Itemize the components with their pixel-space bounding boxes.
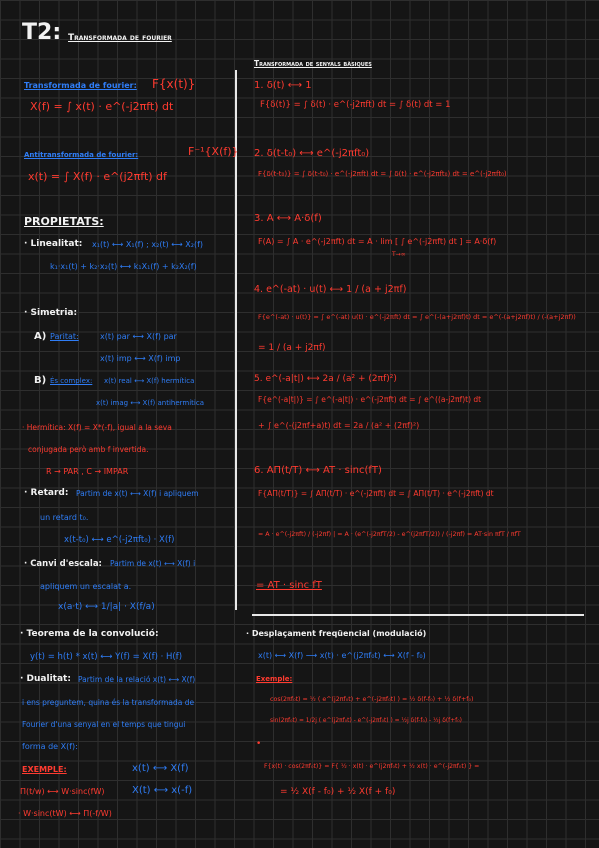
duality-label: · Dualitat: — [20, 674, 71, 684]
item5-head: 5. e^(-a|t|) ⟷ 2a / (a² + (2πf)²) — [254, 374, 397, 384]
complex-title: És complex: — [50, 377, 93, 385]
ift-symbol: F⁻¹{X(f)} — [188, 145, 239, 158]
modulation-line1: F{x(t) · cos(2πf₀t)} = F{ ½ · x(t) · e^(… — [264, 763, 480, 770]
item1-formula: F{δ(t)} = ∫ δ(t) · e^(-j2πft) dt = ∫ δ(t… — [260, 100, 451, 110]
right-title: Transformada de senyals bàsiques — [254, 59, 372, 68]
item6-formula2: = A · e^(-j2πft) / (-j2πf) | = A · (e^(-… — [258, 531, 521, 538]
ft-symbol: F{x(t)} — [152, 77, 196, 91]
item3-formula: F(A) = ∫ A · e^(-j2πft) dt = A · lim [ ∫… — [258, 237, 497, 246]
modulation-title: · Desplaçament freqüencial (modulació) — [246, 629, 427, 638]
sin-line: sin(2πf₀t) = 1/2j ( e^(j2πf₀t) - e^(-j2π… — [270, 718, 462, 724]
duality-line4: forma de X(f): — [22, 742, 78, 751]
title-sub: Transformada de fourier — [68, 33, 172, 43]
hermitic-line2: conjugada però amb f invertida. — [28, 445, 149, 454]
linearity-line1: x₁(t) ⟷ X₁(f) ; x₂(t) ⟷ X₂(f) — [92, 240, 204, 249]
delay-label: · Retard: — [24, 488, 69, 498]
scale-line1: Partim de x(t) ⟷ X(f) i — [110, 559, 196, 568]
item4-formula: F{e^(-at) · u(t)} = ∫ e^(-at) u(t) · e^(… — [258, 313, 576, 321]
item5-formula2: + ∫ e^(-(j2πf+a)t) dt = 2a / (a² + (2πf)… — [258, 421, 420, 430]
parity-title: Paritat: — [50, 332, 79, 341]
complex-line1: x(t) real ⟷ X(f) hermítica — [104, 377, 195, 385]
duality-example-line3: · W·sinc(tW) ⟷ Π(-f/W) — [18, 809, 112, 818]
duality-example-line1: x(t) ⟷ X(f) — [132, 763, 189, 774]
horizontal-divider — [252, 614, 584, 616]
scale-line2: apliquem un escalat a. — [40, 582, 132, 591]
bullet: • — [256, 739, 262, 749]
duality-example-line2a: Π(t/w) ⟷ W·sinc(fW) — [20, 787, 105, 796]
duality-example-label: EXEMPLE: — [22, 765, 67, 774]
scale-line3: x(a·t) ⟷ 1/|a| · X(f/a) — [58, 602, 155, 612]
symmetry-a-label: A) — [34, 331, 47, 342]
item3-limit: T→∞ — [392, 251, 406, 258]
parity-line2: x(t) imp ⟷ X(f) imp — [100, 354, 181, 363]
item2-formula: F{δ(t-t₀)} = ∫ δ(t-t₀) · e^(-j2πft) dt =… — [258, 170, 507, 178]
item4-head: 4. e^(-at) · u(t) ⟷ 1 / (a + j2πf) — [254, 284, 407, 295]
ift-label: Antitransformada de fourier: — [24, 151, 139, 159]
item1-head: 1. δ(t) ⟷ 1 — [254, 80, 312, 91]
linearity-line2: k₁·x₁(t) + k₂·x₂(t) ⟷ k₁X₁(f) + k₂X₂(f) — [50, 262, 197, 271]
convolution-title: · Teorema de la convolució: — [20, 629, 159, 639]
symmetry-label: · Simetria: — [24, 308, 78, 318]
symmetry-b-label: B) — [34, 375, 47, 386]
hermitic-line3: R → PAR , C → IMPAR — [46, 467, 129, 476]
duality-line2: i ens preguntem, quina és la transformad… — [22, 698, 195, 707]
item2-head: 2. δ(t-t₀) ⟷ e^(-j2πft₀) — [254, 148, 370, 159]
modulation-formula: x(t) ⟷ X(f) ⟶ x(t) · e^(j2πf₀t) ⟷ X(f - … — [258, 651, 426, 660]
hermitic-line1: · Hermítica: X(f) = X*(-f), igual a la s… — [22, 423, 172, 432]
delay-line2: un retard t₀. — [40, 513, 89, 522]
item6-formula: F{AΠ(t/T)} = ∫ AΠ(t/T) · e^(-j2πft) dt =… — [258, 489, 494, 498]
item5-formula: F{e^(-a|t|)} = ∫ e^(-a|t|) · e^(-j2πft) … — [258, 395, 482, 404]
linearity-label: · Linealitat: — [24, 239, 83, 249]
complex-line2: x(t) imag ⟷ X(f) antihermítica — [96, 399, 205, 407]
ft-formula: X(f) = ∫ x(t) · e^(-j2πft) dt — [30, 100, 174, 113]
parity-line1: x(t) par ⟷ X(f) par — [100, 332, 177, 341]
delay-line3: x(t-t₀) ⟷ e^(-j2πft₀) · X(f) — [64, 535, 175, 545]
convolution-formula: y(t) = h(t) * x(t) ⟷ Y(f) = X(f) · H(f) — [30, 652, 183, 662]
scale-label: · Canvi d'escala: — [24, 559, 102, 569]
item6-head: 6. AΠ(t/T) ⟷ AT · sinc(fT) — [254, 465, 382, 476]
ft-label: Transformada de fourier: — [24, 81, 137, 90]
delay-line1: Partim de x(t) ⟷ X(f) i apliquem — [76, 489, 199, 498]
cos-line: cos(2πf₀t) = ½ ( e^(j2πf₀t) + e^(-j2πf₀t… — [270, 696, 474, 703]
duality-example-line2b: X(t) ⟷ x(-f) — [132, 785, 193, 796]
item4-result: = 1 / (a + j2πf) — [258, 343, 326, 353]
title-main: T2: — [22, 20, 62, 45]
modulation-line2: = ½ X(f - f₀) + ½ X(f + f₀) — [280, 787, 396, 797]
item3-head: 3. A ⟷ A·δ(f) — [254, 213, 322, 224]
vertical-divider — [235, 70, 237, 610]
item6-result: = AT · sinc fT — [256, 580, 322, 591]
duality-line3: Fourier d'una senyal en el temps que tin… — [22, 720, 186, 729]
properties-heading: PROPIETATS: — [24, 215, 104, 228]
duality-line1: Partim de la relació x(t) ⟷ X(f) — [78, 675, 196, 684]
modulation-example-label: Exemple: — [256, 675, 293, 683]
ift-formula: x(t) = ∫ X(f) · e^(j2πft) df — [28, 170, 167, 183]
